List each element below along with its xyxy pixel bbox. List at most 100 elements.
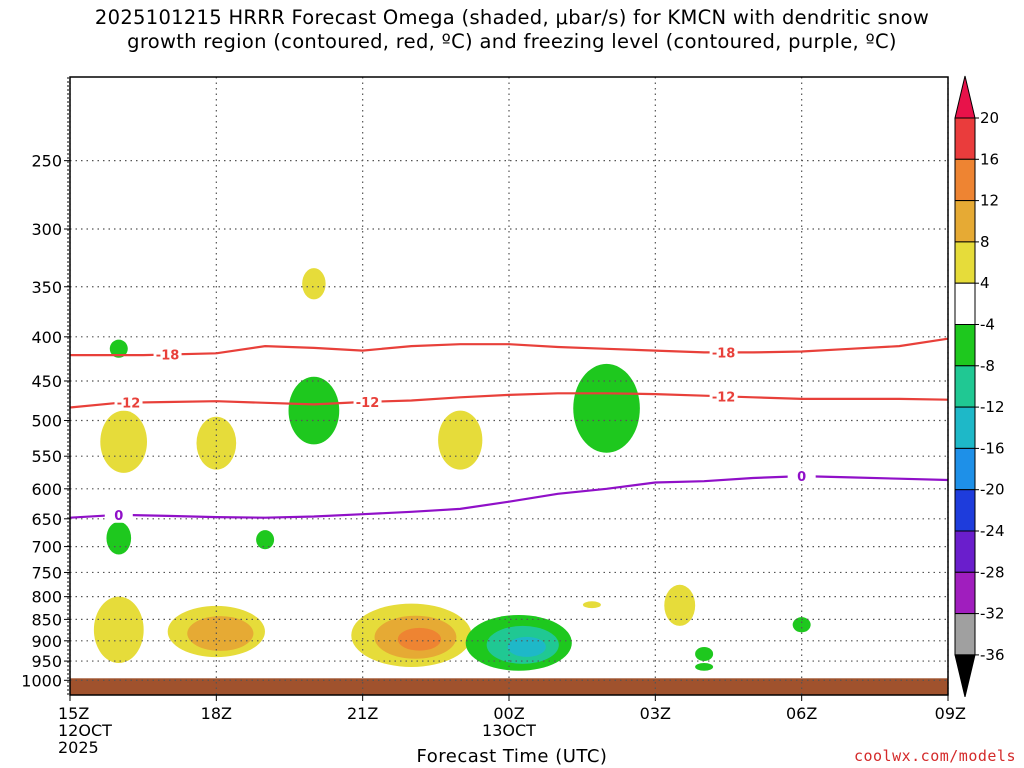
contour-label-bg-dgz-lower-1 [353, 393, 382, 410]
omega-feature-ascent-7 [106, 521, 132, 555]
omega-feature-descent-1 [100, 410, 148, 473]
omega-feature-ascent-12-core2 [507, 636, 546, 657]
colorbar-label-3: 8 [980, 233, 990, 251]
omega-feature-descent-10-core1 [187, 616, 254, 651]
xtick-label-09Z: 09Z [935, 704, 966, 723]
omega-feature-descent-5 [438, 410, 483, 470]
colorbar-swatch-5 [954, 282, 976, 326]
omega-feature-descent-11-core2 [397, 627, 442, 651]
colorbar-swatch-3 [954, 200, 976, 243]
ytick-label-700: 700 [31, 538, 62, 557]
omega-feature-ascent-17 [792, 617, 811, 633]
xtick-year-15Z: 2025 [58, 738, 99, 757]
xtick-label-03Z: 03Z [640, 704, 671, 723]
contour-label-bg-freezing-level-1 [787, 468, 816, 485]
title-line-1: 2025101215 HRRR Forecast Omega (shaded, … [94, 6, 930, 29]
ground-fill [70, 678, 948, 695]
xtick-label-18Z: 18Z [201, 704, 232, 723]
contour-label-bg-freezing-level-0 [104, 506, 133, 523]
ytick-label-1000: 1000 [21, 671, 62, 690]
contour-dgz-upper [70, 337, 949, 357]
colorbar-swatch-1 [954, 117, 976, 160]
omega-feature-ascent-6 [573, 363, 640, 453]
colorbar-label-0: 20 [980, 109, 999, 127]
contour-label-freezing-level-0: 0 [114, 509, 123, 524]
ytick-label-500: 500 [31, 411, 62, 430]
colorbar-bottom-arrow [954, 654, 976, 698]
xtick-label-00Z: 00Z [493, 704, 524, 723]
contour-label-bg-dgz-upper-1 [709, 344, 738, 361]
contour-label-dgz-upper-1: -18 [712, 346, 736, 361]
colorbar-label-9: -20 [980, 481, 1005, 499]
colorbar-swatch-9 [954, 447, 976, 491]
contour-label-freezing-level-1: 0 [797, 470, 806, 485]
colorbar-swatch-8 [954, 406, 976, 449]
credit-text: coolwx.com/models [853, 747, 1016, 765]
omega-feature-ascent-4 [288, 376, 340, 445]
xtick-label-06Z: 06Z [786, 704, 817, 723]
ytick-label-600: 600 [31, 480, 62, 499]
omega-feature-descent-9 [93, 596, 144, 664]
ytick-label-450: 450 [31, 372, 62, 391]
omega-feature-ascent-8 [256, 530, 275, 550]
contour-label-bg-dgz-upper-0 [153, 346, 182, 363]
xtick-date-15Z: 12OCT [58, 721, 112, 740]
colorbar-label-8: -16 [980, 439, 1005, 457]
ytick-label-800: 800 [31, 588, 62, 607]
colorbar-label-12: -32 [980, 605, 1005, 623]
omega-feature-ascent-15 [695, 646, 714, 662]
contour-lines: -18 -18 -12 -12 -12 0 0 [69, 337, 949, 524]
colorbar-label-2: 12 [980, 192, 999, 210]
contour-label-dgz-lower-0: -12 [117, 397, 141, 412]
xtick-label-21Z: 21Z [347, 704, 378, 723]
ytick-label-750: 750 [31, 563, 62, 582]
ytick-label-900: 900 [31, 632, 62, 651]
omega-feature-ascent-0 [109, 339, 128, 358]
ytick-label-250: 250 [31, 152, 62, 171]
omega-feature-ascent-16 [695, 663, 714, 671]
contour-label-bg-dgz-lower-0 [114, 394, 143, 411]
colorbar-swatch-7 [954, 365, 976, 408]
colorbar-swatch-4 [954, 241, 976, 284]
contour-label-dgz-lower-1: -12 [356, 396, 380, 411]
colorbar-label-11: -28 [980, 563, 1005, 581]
colorbar-swatch-10 [954, 489, 976, 532]
colorbar-label-1: 16 [980, 150, 999, 168]
grid-lines [69, 77, 949, 695]
colorbar-label-6: -8 [980, 357, 995, 375]
colorbar-swatch-12 [954, 571, 976, 615]
x-axis-label: Forecast Time (UTC) [416, 746, 608, 767]
colorbar-label-4: 4 [980, 274, 990, 292]
xtick-label-15Z: 15Z [58, 704, 89, 723]
ground-layer [70, 678, 948, 695]
contour-label-dgz-upper-0: -18 [156, 349, 180, 364]
colorbar-swatch-6 [954, 324, 976, 367]
colorbar-swatch-13 [954, 613, 976, 656]
ytick-label-850: 850 [31, 610, 62, 629]
ytick-label-950: 950 [31, 652, 62, 671]
title-line-2: growth region (contoured, red, ºC) and f… [127, 30, 897, 53]
ytick-label-400: 400 [31, 328, 62, 347]
contour-label-bg-dgz-lower-2 [709, 388, 738, 405]
ytick-label-550: 550 [31, 447, 62, 466]
chart-title: 2025101215 HRRR Forecast Omega (shaded, … [0, 6, 1024, 54]
colorbar-label-10: -24 [980, 522, 1005, 540]
colorbar-swatch-2 [954, 158, 976, 202]
contour-label-dgz-lower-2: -12 [712, 390, 736, 405]
axes: 250 300 350 400 450 500 550 600 650 700 750 800 850 9… [21, 76, 966, 757]
contour-dgz-lower [69, 392, 949, 409]
ytick-label-300: 300 [31, 220, 62, 239]
ytick-label-650: 650 [31, 510, 62, 529]
colorbar-top-arrow [954, 75, 976, 119]
colorbar-label-5: -4 [980, 316, 995, 334]
ytick-label-350: 350 [31, 278, 62, 297]
omega-feature-descent-3 [302, 268, 326, 300]
contour-freezing-level [69, 474, 949, 519]
colorbar: 20 16 12 8 4 -4 -8 -12 -16 -20 -24 -28 -32 -36 [954, 75, 1005, 698]
colorbar-swatch-11 [954, 530, 976, 573]
omega-shading [93, 268, 811, 671]
colorbar-label-13: -36 [980, 646, 1005, 664]
xtick-date-00Z: 13OCT [482, 721, 536, 740]
omega-feature-descent-14 [664, 584, 696, 626]
colorbar-label-7: -12 [980, 398, 1005, 416]
